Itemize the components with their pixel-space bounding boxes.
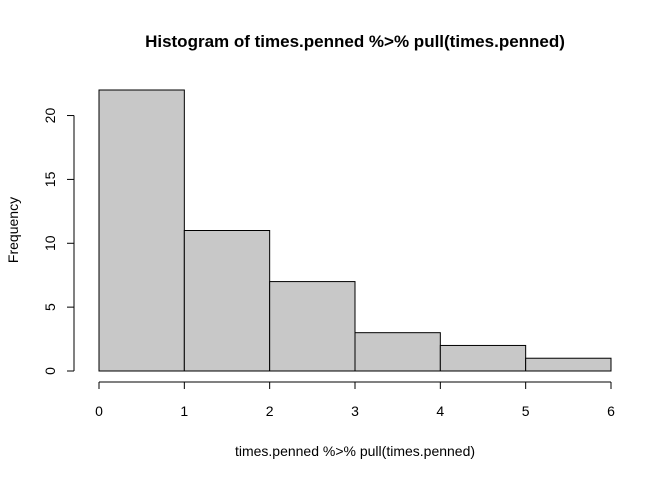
x-tick-label: 5	[522, 403, 530, 419]
x-axis: 0 1 2 3 4 5 6	[95, 381, 615, 419]
histogram-bar	[354, 332, 441, 372]
bars-group	[98, 89, 612, 372]
x-tick-label: 3	[351, 403, 359, 419]
y-axis: 0 5 10 15 20	[42, 108, 75, 375]
x-tick-label: 4	[436, 403, 444, 419]
x-tick-label: 6	[607, 403, 615, 419]
y-tick-label: 5	[42, 303, 58, 311]
histogram-bar	[183, 230, 271, 372]
x-tick-label: 2	[266, 403, 274, 419]
histogram-bar	[98, 89, 185, 372]
y-tick-label: 20	[42, 108, 58, 124]
x-axis-label: times.penned %>% pull(times.penned)	[235, 443, 475, 459]
y-tick-label: 0	[42, 367, 58, 375]
y-tick-label: 10	[42, 235, 58, 251]
x-tick-label: 0	[95, 403, 103, 419]
histogram-bar	[439, 344, 527, 372]
histogram-bar	[525, 357, 612, 372]
chart-title: Histogram of times.penned %>% pull(times…	[145, 32, 565, 51]
x-tick-label: 1	[180, 403, 188, 419]
y-axis-label: Frequency	[5, 197, 21, 263]
histogram-bar	[269, 281, 356, 372]
y-tick-label: 15	[42, 171, 58, 187]
